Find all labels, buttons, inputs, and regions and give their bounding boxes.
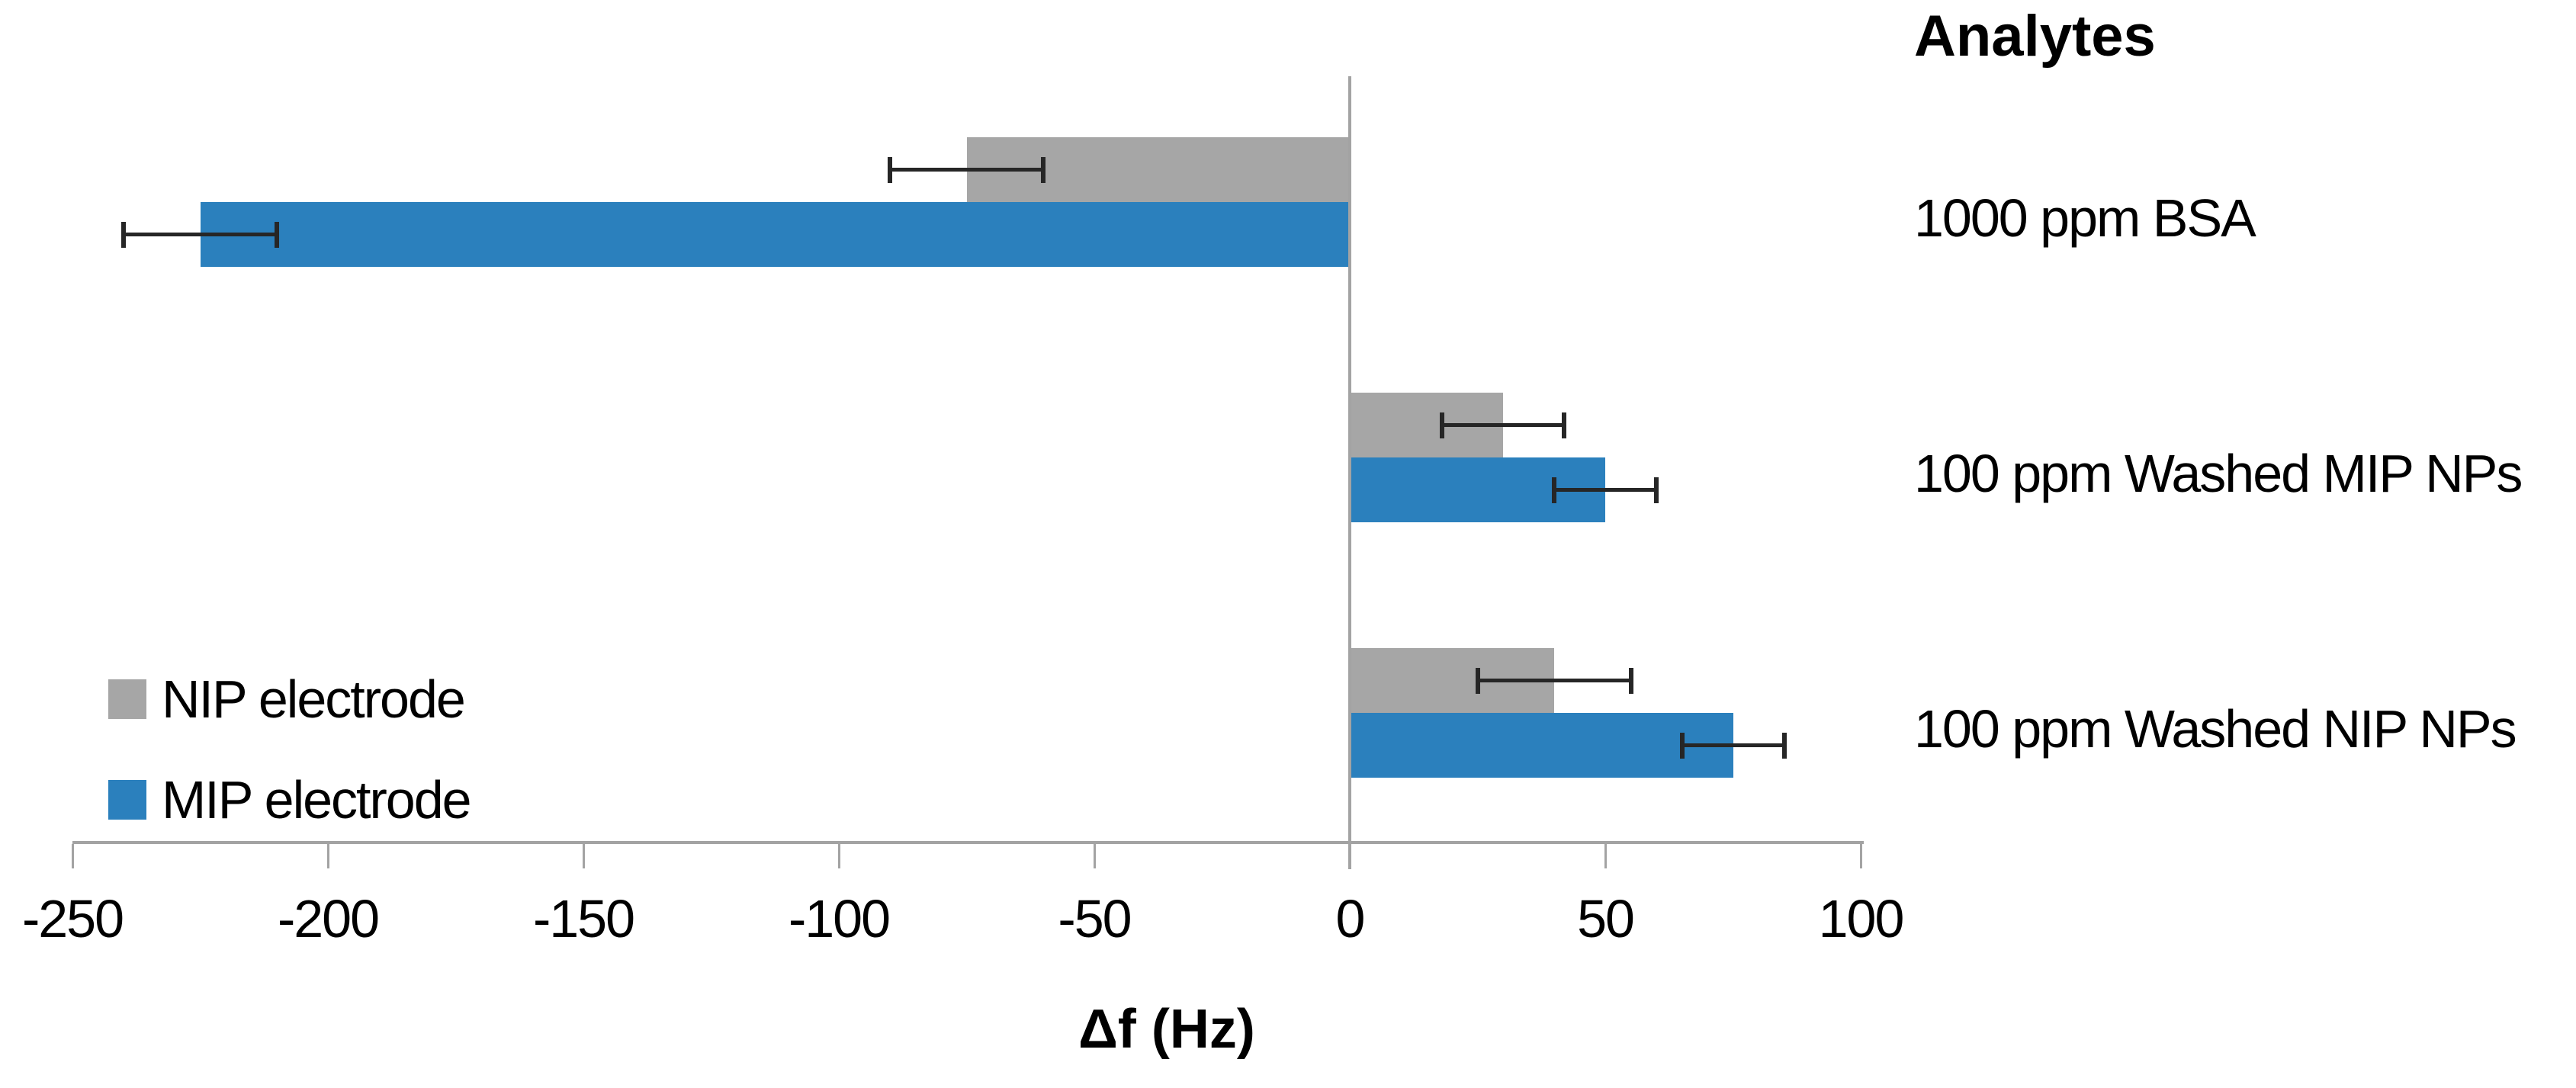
mip-legend-swatch: [108, 780, 146, 820]
error-bar-cap: [1562, 412, 1567, 438]
error-bar-line: [890, 168, 1043, 172]
error-bar-cap: [1679, 732, 1685, 759]
x-tick-label: 100: [1818, 889, 1905, 948]
error-bar-cap: [121, 221, 126, 248]
x-axis-tick: [71, 844, 74, 868]
error-bar-line: [1477, 679, 1631, 682]
x-tick-label: 0: [1335, 889, 1366, 948]
legend-entry-nip: NIP electrode: [108, 669, 466, 729]
error-bar-line: [124, 233, 277, 236]
x-axis-line: [72, 841, 1864, 844]
x-axis-tick: [1604, 844, 1607, 868]
x-tick-label: -100: [788, 889, 891, 948]
x-axis-tick: [837, 844, 840, 868]
error-bar-line: [1554, 488, 1656, 492]
x-axis-tick: [326, 844, 329, 868]
error-bar-cap: [1439, 412, 1444, 438]
category-label-washed-nip: 100 ppm Washed NIP NPs: [1914, 699, 2517, 759]
x-tick-label: 50: [1577, 889, 1635, 948]
x-tick-label: -50: [1058, 889, 1132, 948]
legend-entry-mip: MIP electrode: [108, 770, 472, 830]
bar-mip-group1: [200, 202, 1350, 267]
x-tick-label: -250: [21, 889, 124, 948]
error-bar-cap: [1041, 156, 1045, 183]
error-bar-cap: [888, 156, 892, 183]
bar-mip-group3: [1350, 713, 1733, 778]
category-label-bsa: 1000 ppm BSA: [1914, 188, 2256, 248]
x-axis-title: Δf (Hz): [1078, 999, 1255, 1060]
x-tick-label: -200: [277, 889, 380, 948]
error-bar-cap: [1628, 667, 1633, 694]
x-axis-tick: [1859, 844, 1862, 868]
error-bar-cap: [1654, 477, 1659, 503]
category-label-washed-mip: 100 ppm Washed MIP NPs: [1914, 444, 2523, 503]
error-bar-cap: [275, 221, 279, 248]
x-tick-label: -150: [532, 889, 635, 948]
error-bar-line: [1681, 743, 1784, 747]
error-bar-cap: [1781, 732, 1787, 759]
x-axis-tick: [1093, 844, 1096, 868]
error-bar-cap: [1475, 667, 1480, 694]
nip-legend-label: NIP electrode: [162, 669, 466, 729]
analytes-column-title: Analytes: [1914, 4, 2156, 69]
error-bar-line: [1441, 423, 1565, 427]
mip-legend-label: MIP electrode: [162, 770, 472, 830]
error-bar-cap: [1552, 477, 1556, 503]
x-axis-tick: [582, 844, 585, 868]
nip-legend-swatch: [108, 679, 146, 719]
zero-axis-line: [1348, 76, 1351, 869]
